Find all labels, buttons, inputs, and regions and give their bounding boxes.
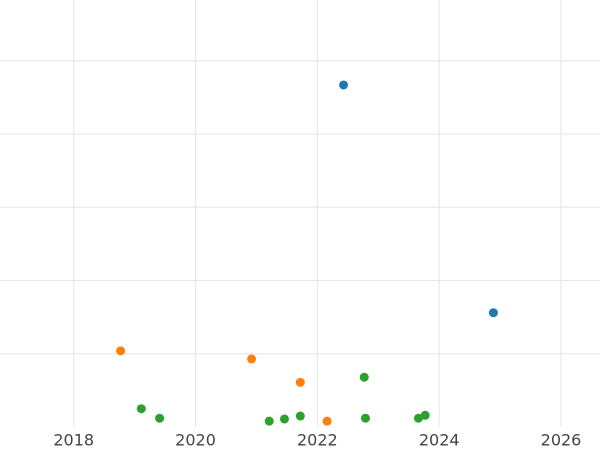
point [295, 377, 305, 387]
point [264, 416, 274, 426]
point [247, 354, 257, 364]
point [295, 411, 305, 421]
point [136, 404, 146, 414]
point [488, 308, 498, 318]
point [420, 410, 430, 420]
x-tick-label: 2022 [297, 431, 338, 450]
point [279, 414, 289, 424]
point [360, 413, 370, 423]
point [413, 413, 423, 423]
point [322, 416, 332, 426]
point [359, 372, 369, 382]
point [116, 346, 126, 356]
x-tick-label: 2024 [419, 431, 460, 450]
point [155, 413, 165, 423]
point [339, 80, 349, 90]
x-tick-label: 2018 [53, 431, 94, 450]
x-tick-label: 2026 [541, 431, 582, 450]
x-tick-label: 2020 [175, 431, 216, 450]
